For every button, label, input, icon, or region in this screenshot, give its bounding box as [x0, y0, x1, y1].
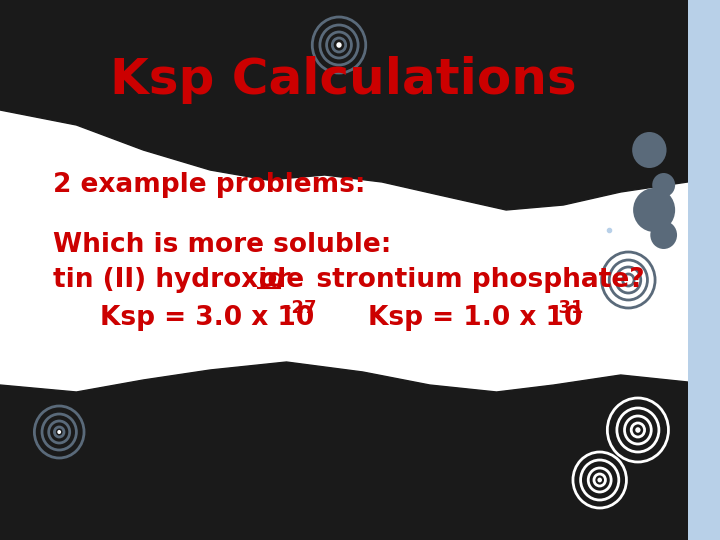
Text: or: or: [258, 267, 289, 293]
Text: -31: -31: [551, 299, 583, 317]
Text: Ksp = 3.0 x 10: Ksp = 3.0 x 10: [100, 305, 315, 331]
Circle shape: [58, 430, 61, 434]
Circle shape: [652, 173, 675, 197]
Circle shape: [632, 132, 667, 168]
Text: 2 example problems:: 2 example problems:: [53, 172, 365, 198]
Polygon shape: [0, 0, 688, 178]
Text: strontium phosphate?: strontium phosphate?: [289, 267, 645, 293]
Circle shape: [336, 42, 342, 48]
Circle shape: [635, 427, 641, 433]
Circle shape: [633, 188, 675, 232]
Polygon shape: [0, 362, 688, 540]
Circle shape: [626, 278, 631, 282]
Text: Ksp Calculations: Ksp Calculations: [110, 56, 577, 104]
Polygon shape: [0, 387, 688, 540]
Circle shape: [650, 221, 677, 249]
Text: tin (II) hydroxide: tin (II) hydroxide: [53, 267, 322, 293]
FancyBboxPatch shape: [0, 90, 688, 450]
Text: -27: -27: [284, 299, 316, 317]
Polygon shape: [0, 460, 688, 540]
Text: Ksp = 1.0 x 10: Ksp = 1.0 x 10: [368, 305, 582, 331]
Text: Which is more soluble:: Which is more soluble:: [53, 232, 391, 258]
Circle shape: [598, 477, 602, 482]
Polygon shape: [0, 0, 688, 210]
